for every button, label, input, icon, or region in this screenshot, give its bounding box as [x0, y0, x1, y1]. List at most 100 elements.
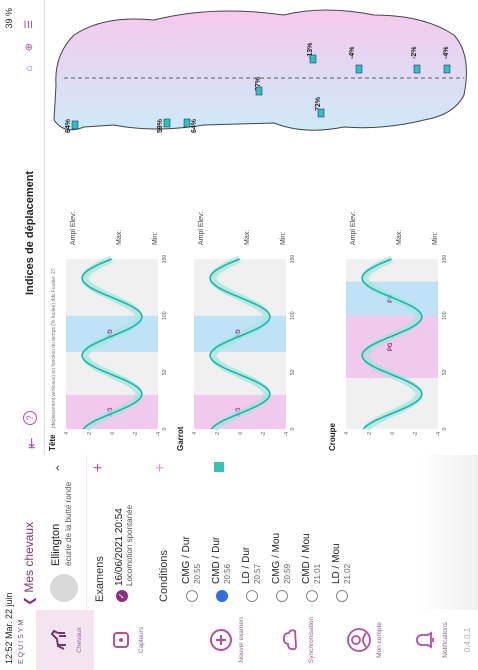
conditions-heading: Conditions [158, 550, 170, 602]
marker-back2 [317, 108, 325, 118]
decorative-landscape [418, 455, 478, 610]
toolbar-icons: ⌂⊕☰ [24, 6, 35, 71]
y-tick-label: 4 [64, 432, 70, 435]
help-icon[interactable]: ? [23, 411, 37, 425]
condition-item[interactable]: CMD / Mou 21:01 [300, 462, 324, 602]
add-condition-button[interactable]: + [152, 463, 169, 473]
marker-back1 [255, 86, 263, 96]
croupe-section-label: Croupe [328, 423, 337, 451]
series-line [361, 258, 423, 430]
nav-capteurs[interactable]: Capteurs [98, 610, 156, 670]
condition-title: CMD / Mou [301, 533, 312, 584]
marker-leg1 [309, 54, 317, 64]
horse-body-diagram: 64% 59% 64% 37% 72% -13% -4% -2% -4% [53, 9, 467, 133]
horse-name: Ellington [50, 523, 62, 566]
rear1-pct: -4% [349, 46, 356, 59]
sensor-icon [113, 632, 129, 648]
leg1-pct: -13% [307, 42, 314, 59]
y-tick-label: 0 [390, 432, 396, 435]
condition-item[interactable]: CMG / Dur 20:55 [180, 462, 204, 602]
condition-item[interactable]: LD / Mou 21:02 [330, 462, 354, 602]
radio-button[interactable] [306, 590, 318, 602]
tete-stats: Ampl Elev: Max: Min: [60, 155, 172, 245]
target-icon[interactable]: ⊕ [24, 28, 35, 52]
nav-notifications[interactable]: Notifications [402, 610, 460, 670]
nav-synchronisation-label: Synchronisation [308, 616, 315, 664]
y-tick-label: -2 [413, 432, 419, 437]
home-icon[interactable]: ⌂ [24, 51, 35, 72]
condition-item[interactable]: CMD / Dur 20:56 [210, 462, 234, 602]
nav-nouvel-examen[interactable]: Nouvel examen [198, 610, 256, 670]
min-label: Min: [432, 231, 439, 245]
condition-time: 20:55 [193, 563, 202, 584]
horse-card[interactable]: Ellington écurie de la butte ronde ⌃ [42, 455, 87, 610]
x-tick-label: 0 [442, 427, 448, 430]
collapse-arrow-icon[interactable]: ⇤ [23, 437, 39, 449]
x-tick-label: 50 [162, 369, 168, 375]
head-pct: 64% [65, 118, 72, 133]
min-label: Min: [152, 231, 159, 245]
horse-body-shape [53, 9, 467, 131]
y-tick-label: -4 [284, 432, 290, 437]
exam-type: Locomotion spontanée [125, 505, 134, 586]
horse-icon [50, 629, 66, 650]
back-to-horses[interactable]: ❮ Mes chevaux [22, 522, 36, 606]
chevron-left-icon: ❮ [22, 592, 36, 606]
y-tick-label: -4 [156, 432, 162, 437]
condition-title: LD / Dur [241, 546, 252, 584]
condition-item[interactable]: CMG / Mou 20:59 [270, 462, 294, 602]
check-icon: ✓ [116, 590, 128, 602]
radio-button[interactable] [246, 590, 258, 602]
garrot-label: Garrot [176, 426, 185, 451]
bell-icon [416, 631, 434, 649]
y-tick-label: 2 [367, 432, 373, 435]
condition-time: 20:59 [283, 563, 292, 584]
x-tick-label: 100 [290, 311, 296, 320]
croupe-stats: Ampl Elev: Max: Min: [340, 155, 452, 245]
exam-item[interactable]: ✓ 16/06/2021 20:54 Locomotion spontanée [114, 462, 134, 602]
condition-title: CMD / Dur [211, 536, 222, 584]
ampl-label: Ampl Elev: [350, 211, 357, 245]
status-bar: 12:52 Mar. 22 juin 39 % [0, 0, 18, 670]
radio-button[interactable] [216, 590, 228, 602]
max-label: Max: [244, 229, 251, 245]
account-icon [347, 628, 371, 652]
garrot-section-label: Garrot [176, 427, 185, 451]
condition-item[interactable]: LD / Dur 20:57 [240, 462, 264, 602]
x-tick-label: 0 [162, 427, 168, 430]
nav-notifications-label: Notifications [442, 622, 449, 658]
marker-rear3 [443, 64, 451, 74]
x-tick-label: 150 [162, 255, 168, 264]
radio-button[interactable] [186, 590, 198, 602]
nav-chevaux[interactable]: Chevaux [36, 610, 94, 670]
ampl-label: Ampl Elev: [70, 211, 77, 245]
exams-heading: Examens [94, 556, 106, 602]
radio-button[interactable] [276, 590, 288, 602]
x-tick-label: 150 [290, 255, 296, 264]
filter-icon[interactable]: ☰ [24, 6, 35, 29]
withers2-pct: 64% [191, 118, 198, 133]
status-time: 12:52 Mar. 22 juin [4, 592, 14, 664]
condition-title: LD / Mou [331, 543, 342, 584]
rear3-pct: -4% [443, 46, 450, 59]
nav-mon-compte[interactable]: Mon compte [336, 610, 394, 670]
horse-stable: écurie de la butte ronde [64, 481, 73, 566]
nav-mon-compte-label: Mon compte [376, 622, 383, 658]
add-exam-button[interactable]: + [90, 463, 107, 473]
ampl-label: Ampl Elev: [198, 211, 205, 245]
max-label: Max: [396, 229, 403, 245]
chevron-up-icon[interactable]: ⌃ [54, 463, 68, 474]
nav-chevaux-label: Chevaux [76, 627, 83, 653]
marker-rear1 [355, 64, 363, 74]
exam-date: 16/06/2021 20:54 [114, 508, 125, 586]
radio-button[interactable] [336, 590, 348, 602]
nav-synchronisation[interactable]: Synchronisation [268, 610, 326, 670]
back1-pct: 37% [255, 76, 262, 91]
color-swatch [214, 462, 224, 472]
y-tick-label: -2 [133, 432, 139, 437]
plus-circle-icon [210, 629, 232, 651]
main-panel: ⇤ ? Indices de déplacement ⌂⊕☰ Tête (dép… [18, 0, 478, 455]
condition-title: CMG / Mou [271, 532, 282, 584]
